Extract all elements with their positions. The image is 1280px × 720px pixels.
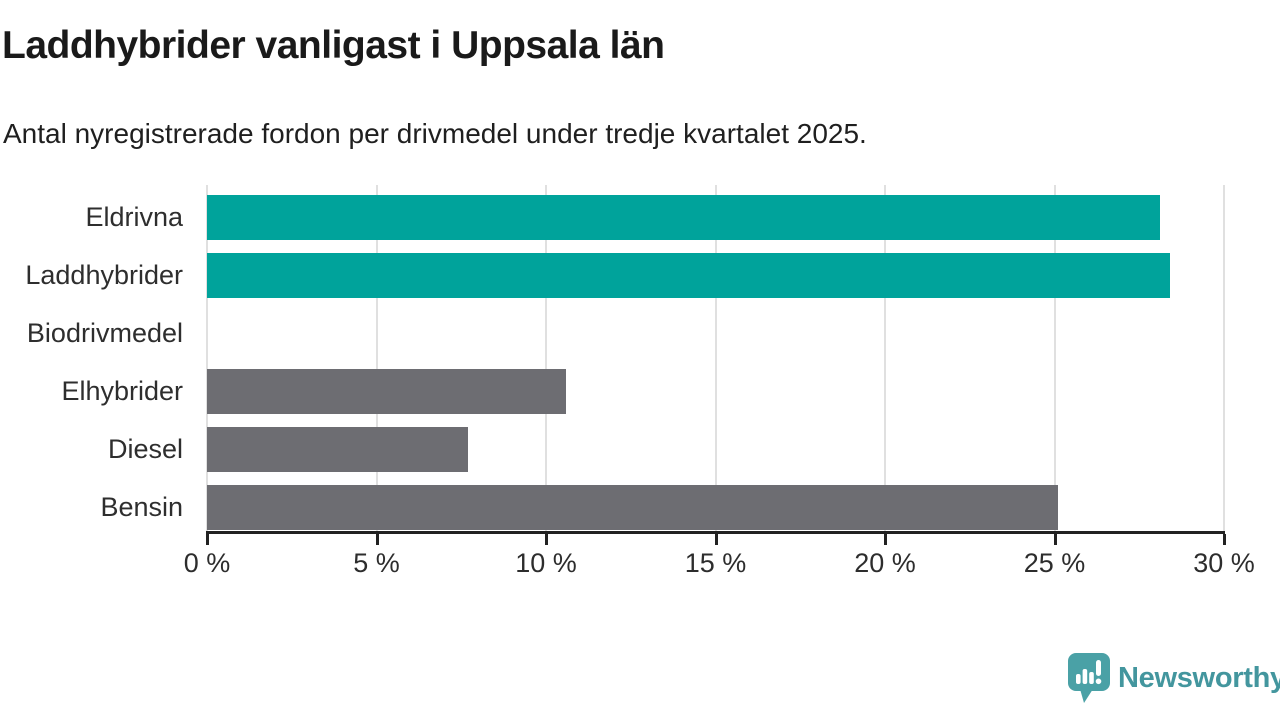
x-tick-label: 15 % bbox=[684, 548, 747, 578]
gridline bbox=[1223, 185, 1225, 533]
bar-laddhybrider bbox=[207, 253, 1170, 298]
category-label-elhybrider: Elhybrider bbox=[61, 376, 183, 406]
bar-diesel bbox=[207, 427, 469, 472]
x-axis-tick bbox=[714, 534, 718, 545]
x-tick-label: 25 % bbox=[1023, 548, 1086, 578]
brand-name: Newsworthy bbox=[1118, 662, 1280, 694]
x-axis-tick bbox=[206, 534, 209, 545]
x-tick-label: 20 % bbox=[854, 548, 916, 578]
gridline bbox=[884, 185, 886, 533]
x-tick-label: 30 % bbox=[1193, 548, 1255, 578]
x-axis-tick bbox=[375, 534, 379, 545]
x-axis-tick bbox=[1223, 534, 1226, 545]
gridline bbox=[545, 185, 547, 533]
x-axis-line bbox=[206, 531, 1225, 534]
chart-subtitle: Antal nyregistrerade fordon per drivmede… bbox=[3, 118, 867, 149]
x-tick-label: 5 % bbox=[353, 548, 400, 578]
plot-area bbox=[206, 185, 1225, 533]
gridline bbox=[206, 185, 208, 533]
category-label-diesel: Diesel bbox=[107, 434, 183, 464]
category-label-eldrivna: Eldrivna bbox=[85, 202, 183, 232]
x-axis-tick bbox=[884, 534, 887, 545]
bar-bensin bbox=[207, 485, 1058, 530]
chart-title: Laddhybrider vanligast i Uppsala län bbox=[2, 24, 665, 67]
x-tick-label: 0 % bbox=[183, 548, 231, 578]
gridline bbox=[714, 185, 717, 533]
category-label-biodrivmedel: Biodrivmedel bbox=[26, 318, 183, 348]
x-axis-tick bbox=[1053, 534, 1057, 545]
category-label-bensin: Bensin bbox=[100, 492, 183, 522]
newsworthy-speech-bubble-chart-icon bbox=[1068, 653, 1110, 703]
bar-eldrivna bbox=[207, 195, 1160, 240]
y-axis-labels: Eldrivna Laddhybrider Biodrivmedel Elhybrid… bbox=[0, 185, 195, 533]
bar-elhybrider bbox=[207, 369, 567, 414]
brand-logo: Newsworthy bbox=[1068, 653, 1280, 704]
category-label-laddhybrider: Laddhybrider bbox=[25, 260, 183, 290]
x-tick-label: 10 % bbox=[515, 548, 577, 578]
gridline bbox=[1053, 185, 1056, 533]
gridline bbox=[375, 185, 378, 533]
x-axis-tick bbox=[545, 534, 548, 545]
